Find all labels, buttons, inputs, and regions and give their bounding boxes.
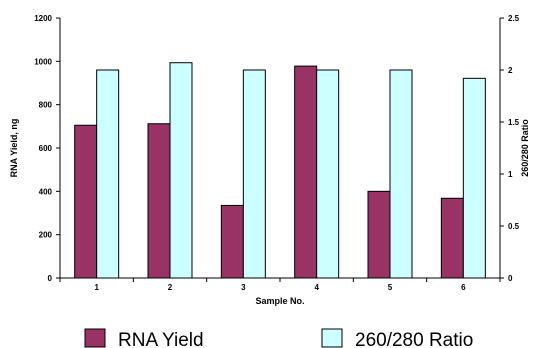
left-y-tick-label: 1000 [34,57,52,66]
bar-rna-yield-3 [220,204,244,279]
right-y-tick-label: 2 [508,66,513,75]
bar-rna-yield-5 [367,190,391,279]
left-y-tick-label: 0 [48,274,53,283]
legend: RNA Yield 260/280 Ratio [84,328,473,348]
x-tick-label: 5 [388,283,393,292]
bar-rna-yield-2 [147,123,171,279]
right-y-tick-label: 0.5 [508,222,520,231]
x-tick-label: 1 [94,283,99,292]
bar-260-280-ratio-3 [242,69,266,279]
legend-swatch-rna-yield [84,328,106,348]
right-y-tick-label: 0 [508,274,513,283]
left-y-tick-label: 200 [39,231,53,240]
right-axis-title: 260/280 Ratio [520,119,530,177]
left-y-tick-label: 600 [39,144,53,153]
x-tick-label: 3 [241,283,246,292]
bar-260-280-ratio-1 [96,69,120,279]
x-tick-label: 6 [461,283,466,292]
bar-260-280-ratio-6 [462,77,486,279]
x-tick-label: 2 [168,283,173,292]
left-y-tick-label: 400 [39,187,53,196]
bar-260-280-ratio-2 [169,62,193,279]
x-tick-label: 4 [314,283,319,292]
right-y-tick-label: 1.5 [508,118,520,127]
right-y-tick-label: 2.5 [508,14,520,23]
left-y-tick-label: 1200 [34,14,52,23]
legend-label-260-280-ratio: 260/280 Ratio [355,330,473,348]
bar-260-280-ratio-5 [389,69,413,279]
bar-rna-yield-4 [294,65,318,279]
bar-260-280-ratio-4 [316,69,340,279]
right-y-tick-label: 1 [508,170,513,179]
left-y-tick-label: 800 [39,101,53,110]
left-axis-title: RNA Yield, ng [9,119,19,178]
legend-label-rna-yield: RNA Yield [118,330,204,348]
bar-rna-yield-6 [440,197,464,279]
x-axis-title: Sample No. [255,296,304,306]
bar-rna-yield-1 [74,124,98,279]
legend-swatch-260-280-ratio [321,328,343,348]
